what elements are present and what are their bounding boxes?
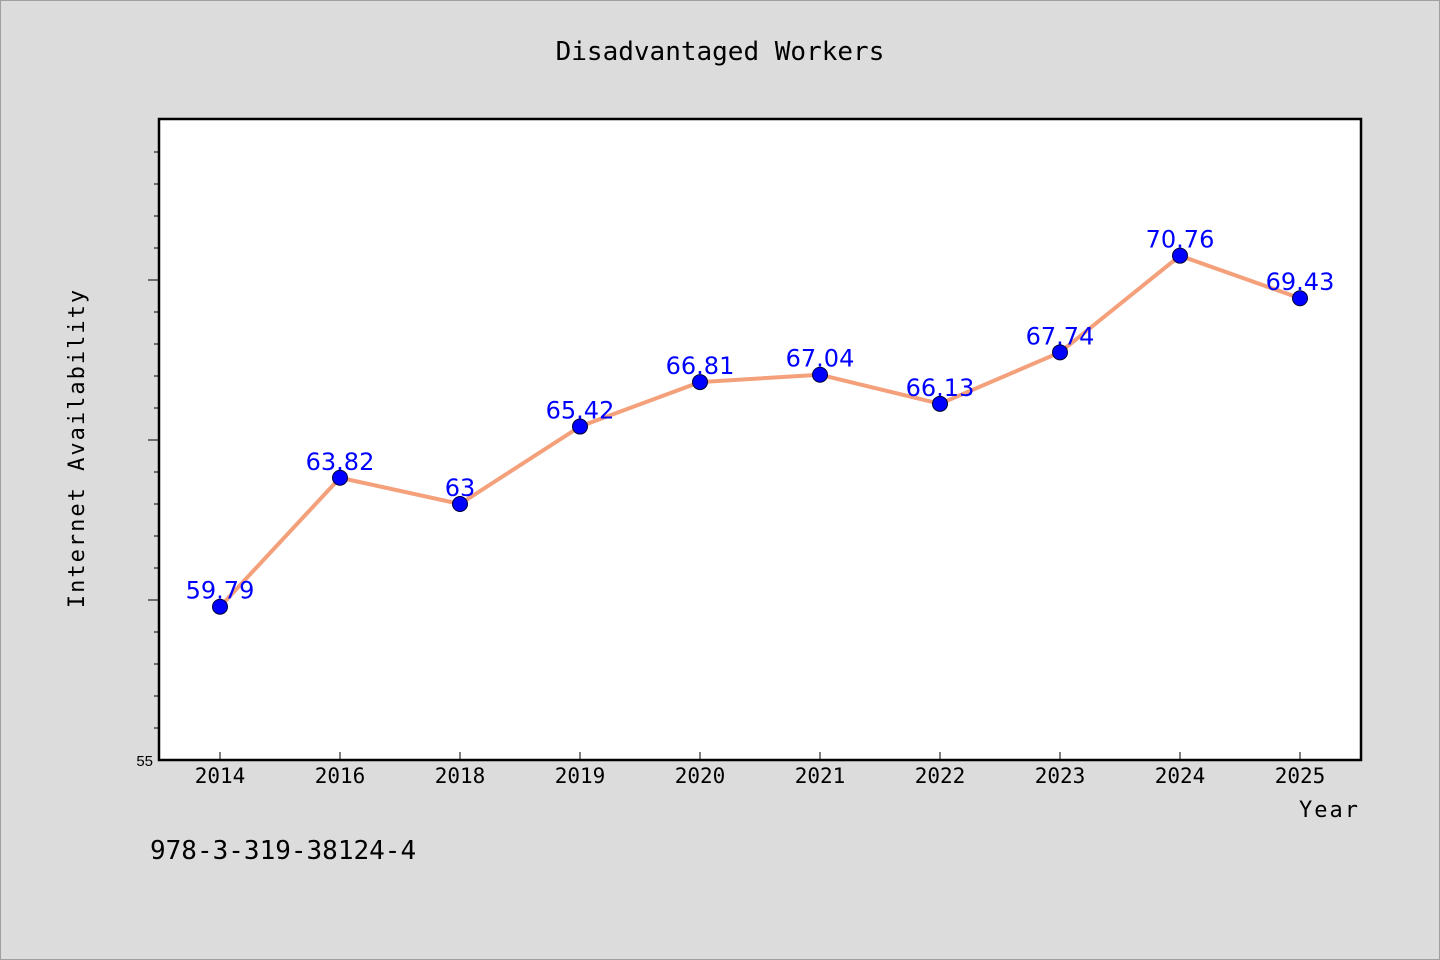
data-label: 67.74 [1026, 322, 1095, 350]
data-label: 67.04 [786, 345, 855, 373]
data-label: 66.13 [906, 374, 975, 402]
x-tick-label: 2022 [915, 764, 966, 788]
data-point [692, 374, 708, 391]
data-label: 70.76 [1146, 226, 1215, 254]
data-label: 59.79 [186, 577, 255, 605]
x-tick-label: 2023 [1035, 764, 1086, 788]
data-point [1052, 344, 1068, 361]
y-tick-label: 55 [136, 753, 153, 770]
x-tick-label: 2019 [555, 764, 606, 788]
data-label: 63.82 [306, 448, 375, 476]
data-label: 66.81 [666, 352, 735, 380]
x-tick-label: 2016 [315, 764, 366, 788]
x-tick-label: 2020 [675, 764, 726, 788]
data-point [452, 496, 468, 512]
series-line [218, 253, 1301, 609]
data-label-layer: 59.79 63.82 63 65.42 66.81 67.04 66.13 67.74 70.… [186, 226, 1335, 605]
data-label: 65.42 [546, 397, 615, 425]
x-tick-label: 2025 [1275, 764, 1326, 788]
data-point [1172, 247, 1188, 264]
x-tick-label: 2014 [195, 764, 246, 788]
x-tick-label: 2021 [795, 764, 846, 788]
x-tick-label: 2024 [1155, 764, 1206, 788]
data-point [1292, 290, 1308, 307]
data-point [332, 469, 348, 486]
x-axis-ticks: 2014 2016 2018 2019 2020 2021 2022 2023 2024 2025 [195, 752, 1326, 788]
data-point [932, 395, 948, 412]
data-point [812, 366, 828, 383]
data-point [572, 418, 588, 435]
isbn-footer: 978-3-319-38124-4 [150, 836, 417, 866]
y-axis-ticks: 55 [136, 151, 160, 770]
data-point [212, 598, 228, 615]
chart-title: Disadvantaged Workers [556, 37, 885, 67]
data-label: 69.43 [1266, 268, 1335, 296]
plot-area [157, 117, 1363, 762]
x-tick-label: 2018 [435, 764, 486, 788]
series-layer [212, 247, 1308, 615]
y-axis-label: Internet Availability [65, 288, 90, 608]
x-axis-label: Year [1299, 798, 1360, 823]
data-label: 63 [445, 474, 476, 502]
